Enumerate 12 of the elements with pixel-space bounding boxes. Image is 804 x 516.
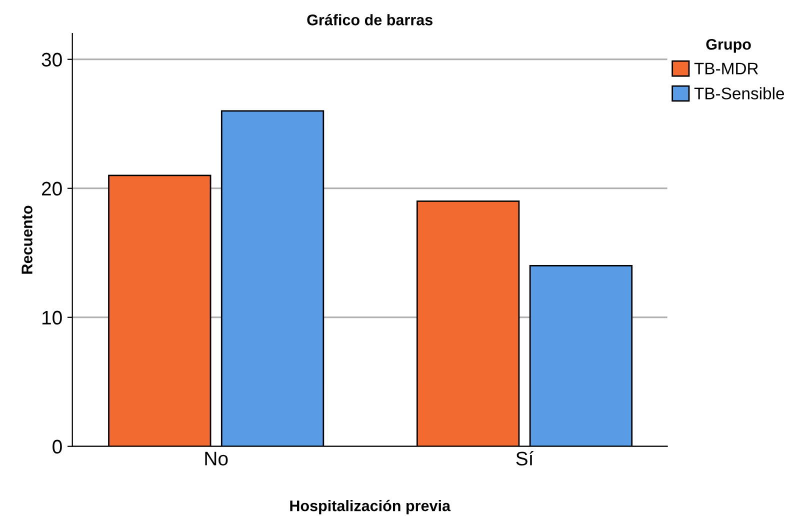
- y-tick-label: 20: [42, 182, 62, 196]
- y-tick-label: 30: [42, 52, 62, 67]
- legend-label: TB-Sensible: [694, 87, 784, 100]
- y-axis-title: Recuento: [22, 206, 32, 274]
- y-tick-label: 0: [52, 440, 62, 454]
- x-axis-title: Hospitalización previa: [290, 500, 451, 514]
- legend-label: TB-MDR: [694, 62, 758, 74]
- chart-title: Gráfico de barras: [307, 14, 432, 26]
- x-tick-label: No: [205, 452, 228, 466]
- legend-title: Grupo: [706, 38, 751, 53]
- y-tick-label: 10: [42, 310, 62, 325]
- x-tick-label: Sí: [516, 450, 534, 466]
